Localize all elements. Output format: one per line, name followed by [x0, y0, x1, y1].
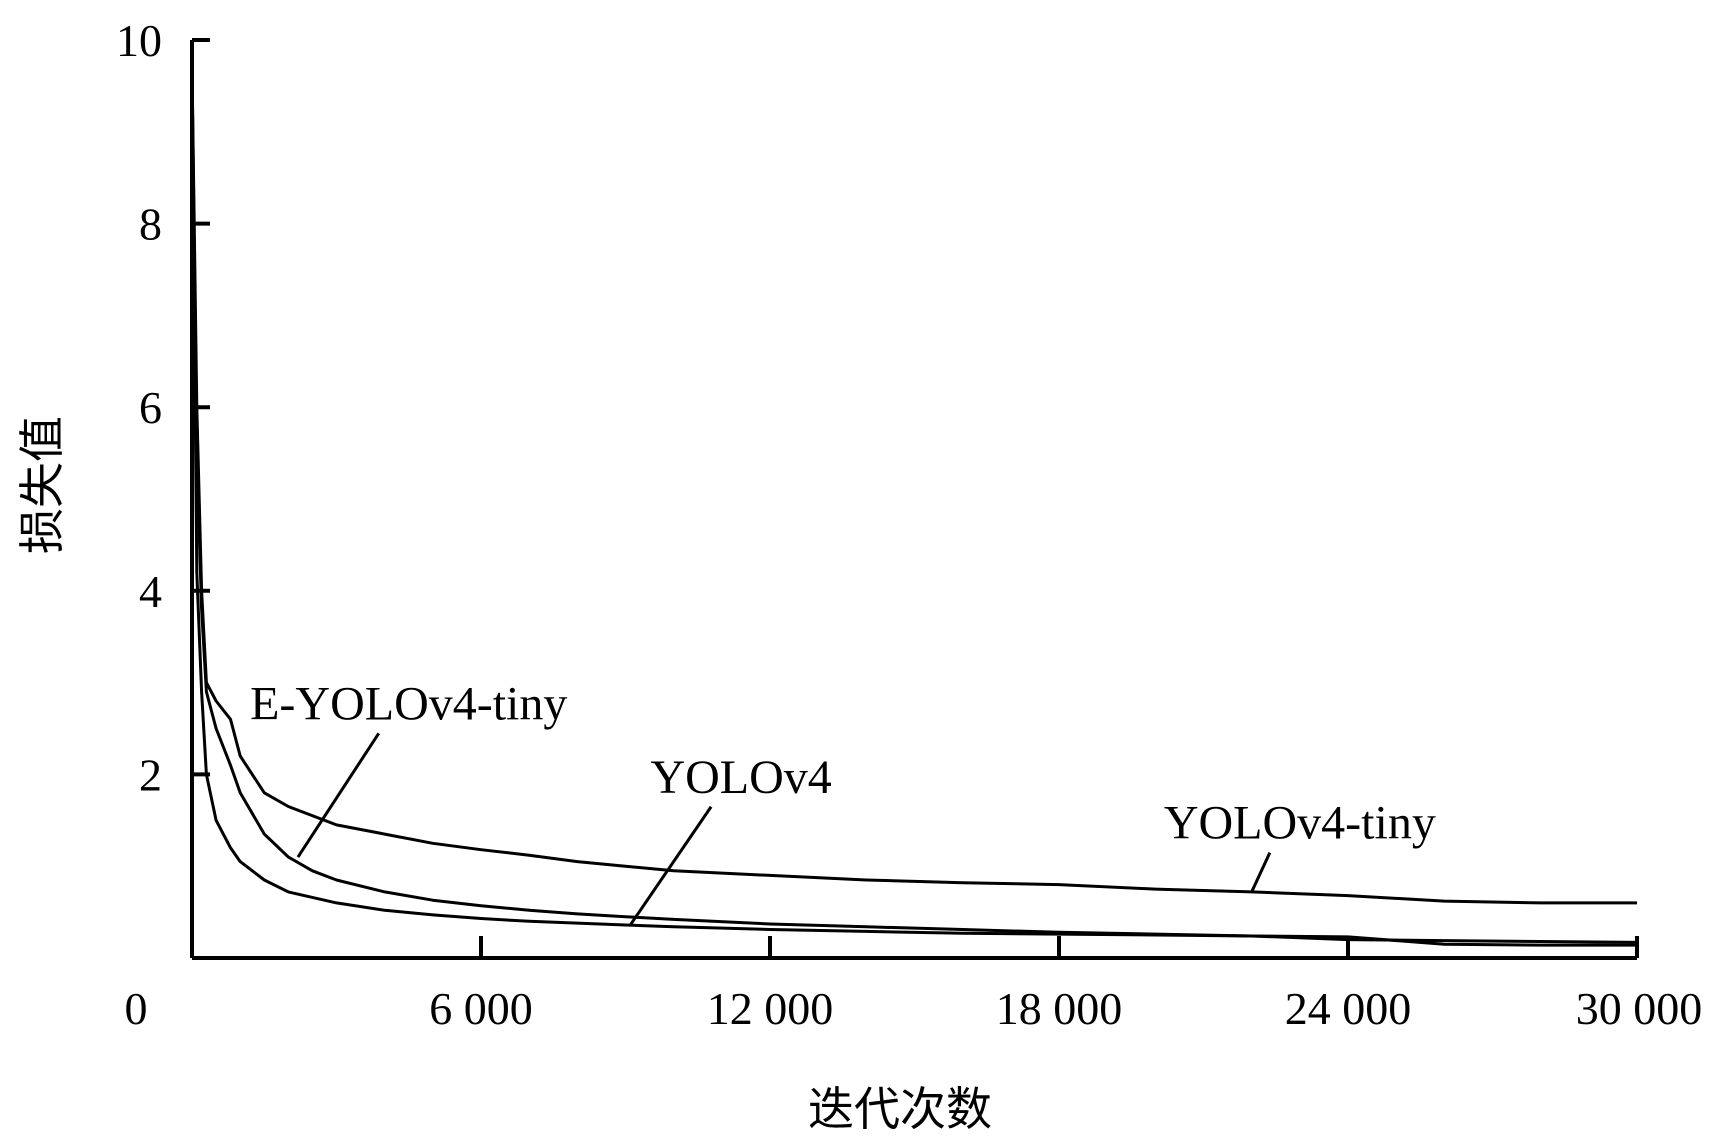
series-line-yolov4 — [190, 67, 1637, 947]
series-lines — [190, 67, 1638, 947]
series-label-yolov4-tiny: YOLOv4-tiny — [1164, 797, 1436, 850]
x-tick-label: 30 000 — [1576, 983, 1703, 1034]
x-tick-label: 24 000 — [1285, 983, 1412, 1034]
x-axis-title: 迭代次数 — [808, 1082, 992, 1136]
y-tick-label: 10 — [116, 15, 162, 66]
x-tick-label: 0 — [125, 983, 148, 1034]
y-axis-title: 损失值 — [15, 416, 69, 554]
leader-line-yolov4 — [629, 805, 713, 926]
x-tick-label: 12 000 — [707, 983, 834, 1034]
y-tick-label: 4 — [139, 566, 162, 617]
y-tick-label: 8 — [139, 199, 162, 250]
y-tick-label: 6 — [139, 382, 162, 433]
x-tick-label: 6 000 — [429, 983, 533, 1034]
leader-line-yolov4-tiny — [1250, 852, 1272, 893]
series-label-yolov4: YOLOv4 — [650, 751, 831, 804]
x-tick-label: 18 000 — [996, 983, 1123, 1034]
x-axis: 0 6 000 12 000 18 000 24 000 30 000 — [125, 936, 1703, 1034]
leader-line-e-yolov4-tiny — [296, 732, 381, 858]
y-tick-label: 2 — [139, 749, 162, 800]
series-label-e-yolov4-tiny: E-YOLOv4-tiny — [250, 677, 567, 730]
series-line-yolov4-tiny — [190, 67, 1637, 905]
series-annotations: E-YOLOv4-tiny YOLOv4 YOLOv4-tiny — [250, 677, 1436, 926]
